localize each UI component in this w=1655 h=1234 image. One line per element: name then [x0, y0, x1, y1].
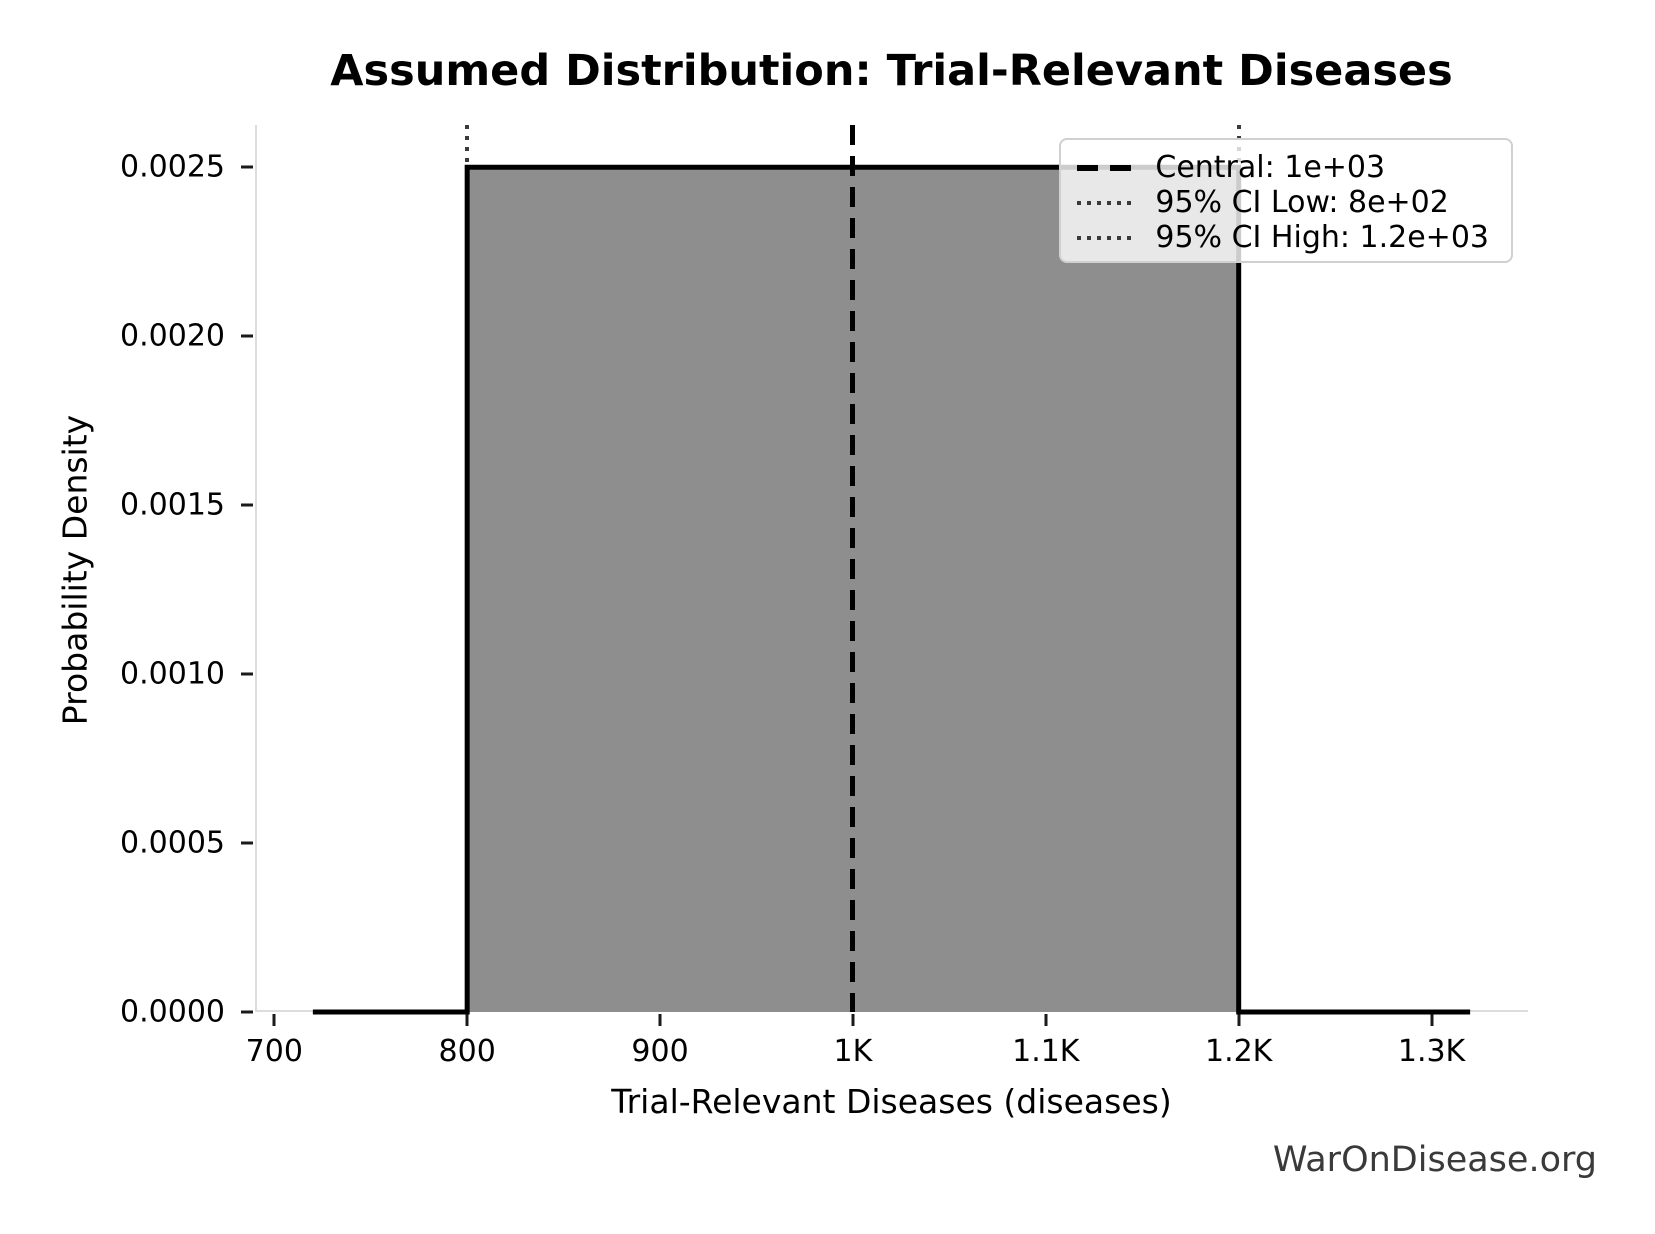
- y-tick-mark: [241, 334, 253, 338]
- watermark: WarOnDisease.org: [1272, 1140, 1597, 1180]
- dashed-line-icon: [1077, 164, 1134, 171]
- x-tick-mark: [272, 1014, 276, 1026]
- y-tick-label: 0.0020: [120, 318, 225, 354]
- y-axis-spine: [255, 125, 257, 1012]
- dotted-line-icon: [1077, 235, 1134, 240]
- x-tick-mark: [465, 1014, 469, 1026]
- x-tick-label: 1K: [833, 1034, 873, 1069]
- legend: Central: 1e+03 95% CI Low: 8e+02 95% CI …: [1059, 138, 1513, 263]
- y-tick-label: 0.0025: [120, 149, 225, 185]
- chart-title: Assumed Distribution: Trial-Relevant Dis…: [330, 46, 1453, 96]
- x-tick-label: 800: [438, 1034, 496, 1069]
- legend-label-ci-low: 95% CI Low: 8e+02: [1155, 185, 1449, 220]
- y-tick-label: 0.0015: [120, 487, 225, 523]
- y-tick-label: 0.0010: [120, 656, 225, 692]
- x-tick-mark: [851, 1014, 855, 1026]
- legend-item-ci-low: 95% CI Low: 8e+02: [1077, 185, 1489, 220]
- legend-label-central: Central: 1e+03: [1155, 150, 1386, 185]
- x-tick-label: 900: [631, 1034, 689, 1069]
- pdf-curve-line: [312, 164, 1471, 1015]
- x-tick-label: 1.1K: [1012, 1034, 1080, 1069]
- y-tick-mark: [241, 165, 253, 169]
- x-tick-mark: [1237, 1014, 1241, 1026]
- x-tick-mark: [1430, 1014, 1434, 1026]
- x-tick-label: 1.3K: [1397, 1034, 1466, 1069]
- y-tick-mark: [241, 503, 253, 507]
- x-tick-label: 1.2K: [1204, 1034, 1273, 1069]
- x-axis-label: Trial-Relevant Diseases (diseases): [611, 1082, 1172, 1121]
- y-tick-mark: [241, 672, 253, 676]
- legend-label-ci-high: 95% CI High: 1.2e+03: [1155, 220, 1489, 255]
- y-axis-label: Probability Density: [55, 414, 95, 726]
- legend-item-central: Central: 1e+03: [1077, 150, 1489, 185]
- legend-item-ci-high: 95% CI High: 1.2e+03: [1077, 220, 1489, 255]
- x-tick-label: 700: [245, 1034, 303, 1069]
- y-tick-mark: [241, 841, 253, 845]
- dotted-line-icon: [1077, 200, 1134, 205]
- x-tick-mark: [1044, 1014, 1048, 1026]
- plot-area: Central: 1e+03 95% CI Low: 8e+02 95% CI …: [120, 125, 1528, 1069]
- y-tick-label: 0.0000: [120, 994, 225, 1030]
- y-tick-label: 0.0005: [120, 825, 225, 861]
- central-reference-line: [850, 125, 856, 1012]
- x-tick-mark: [658, 1014, 662, 1026]
- y-tick-mark: [241, 1010, 253, 1014]
